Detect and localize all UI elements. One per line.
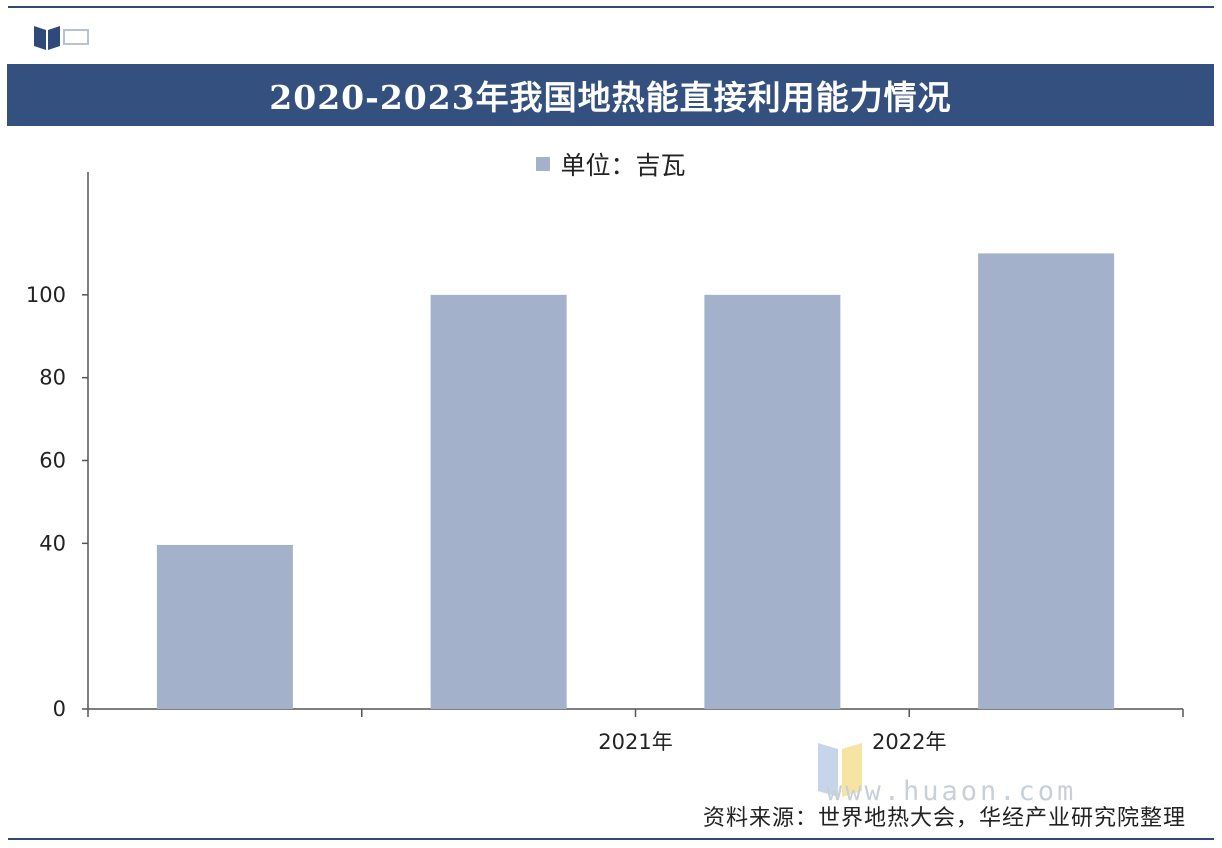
- legend-label: 单位：吉瓦: [560, 151, 686, 180]
- chart-title: 2020-2023年我国地热能直接利用能力情况: [269, 78, 952, 117]
- x-tick-labels: 2021年 2022年: [598, 730, 946, 754]
- y-tick-label: 100: [26, 283, 66, 307]
- title-bar: 2020-2023年我国地热能直接利用能力情况: [7, 64, 1214, 126]
- y-tick-label: 0: [53, 697, 66, 721]
- bar-2023年: [978, 253, 1115, 709]
- bar-2022年: [704, 294, 841, 709]
- bar-2021年: [430, 294, 567, 709]
- chart-bars: [156, 253, 1115, 709]
- x-tick-label: 2022年: [872, 730, 946, 754]
- y-tick-labels: 0 40 60 80 100: [26, 283, 66, 721]
- watermark-logo-icon: [818, 743, 862, 797]
- x-tick-label: 2021年: [598, 730, 672, 754]
- top-border: [8, 6, 1214, 8]
- source-note: 资料来源：世界地热大会，华经产业研究院整理: [702, 806, 1186, 831]
- watermark-site: www.huaon.com: [826, 776, 1077, 807]
- bar-2020年: [156, 544, 293, 709]
- brand-logo-icon: [34, 26, 89, 50]
- bottom-border: [8, 838, 1214, 840]
- y-tick-label: 60: [39, 449, 66, 473]
- y-tick-label: 40: [39, 531, 66, 555]
- legend-swatch: [536, 157, 551, 171]
- y-tick-label: 80: [39, 366, 66, 390]
- legend: 单位：吉瓦: [0, 146, 1222, 182]
